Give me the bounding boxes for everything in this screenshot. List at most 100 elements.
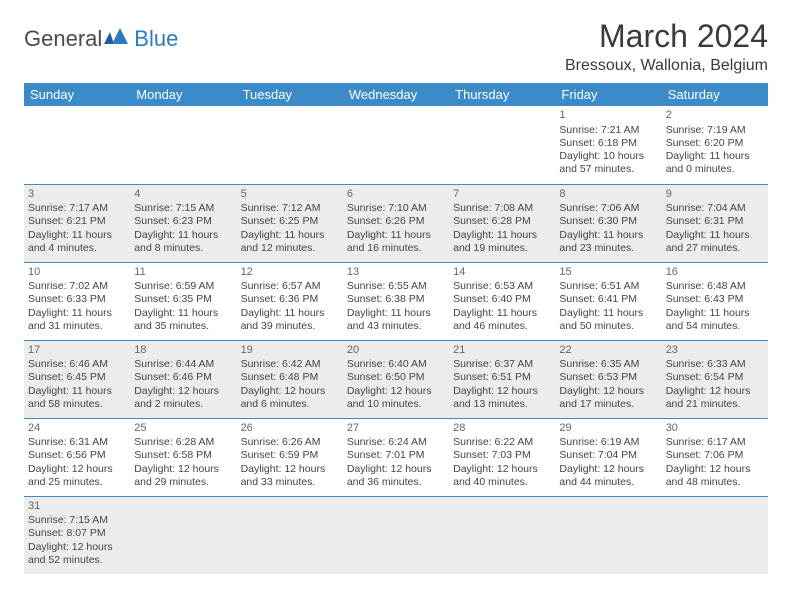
calendar-day-cell: 28Sunrise: 6:22 AMSunset: 7:03 PMDayligh… — [449, 418, 555, 496]
day-number: 15 — [559, 266, 657, 280]
sunrise-text: Sunrise: 7:08 AM — [453, 202, 551, 215]
calendar-day-cell: 10Sunrise: 7:02 AMSunset: 6:33 PMDayligh… — [24, 262, 130, 340]
sunrise-text: Sunrise: 6:59 AM — [134, 280, 232, 293]
day-text: Daylight: 11 hours and 4 minutes. — [28, 229, 126, 255]
calendar-empty-cell — [343, 106, 449, 184]
calendar-empty-cell — [130, 106, 236, 184]
day-number: 5 — [241, 188, 339, 202]
day-number: 13 — [347, 266, 445, 280]
day-text: Daylight: 11 hours and 27 minutes. — [666, 229, 764, 255]
sunrise-text: Sunrise: 7:17 AM — [28, 202, 126, 215]
calendar-day-cell: 13Sunrise: 6:55 AMSunset: 6:38 PMDayligh… — [343, 262, 449, 340]
sunset-text: Sunset: 6:48 PM — [241, 371, 339, 384]
calendar-day-cell: 22Sunrise: 6:35 AMSunset: 6:53 PMDayligh… — [555, 340, 661, 418]
calendar-week-row: 10Sunrise: 7:02 AMSunset: 6:33 PMDayligh… — [24, 262, 768, 340]
sunset-text: Sunset: 7:04 PM — [559, 449, 657, 462]
sunset-text: Sunset: 6:33 PM — [28, 293, 126, 306]
sunrise-text: Sunrise: 6:55 AM — [347, 280, 445, 293]
day-number: 11 — [134, 266, 232, 280]
sunset-text: Sunset: 6:46 PM — [134, 371, 232, 384]
calendar-empty-cell — [237, 106, 343, 184]
day-number: 25 — [134, 422, 232, 436]
calendar-week-row: 31Sunrise: 7:15 AMSunset: 8:07 PMDayligh… — [24, 496, 768, 574]
sunset-text: Sunset: 8:07 PM — [28, 527, 126, 540]
calendar-day-cell: 7Sunrise: 7:08 AMSunset: 6:28 PMDaylight… — [449, 184, 555, 262]
sunset-text: Sunset: 6:58 PM — [134, 449, 232, 462]
day-text: Daylight: 11 hours and 43 minutes. — [347, 307, 445, 333]
weekday-header: Tuesday — [237, 83, 343, 106]
calendar-empty-cell — [449, 106, 555, 184]
sunrise-text: Sunrise: 7:04 AM — [666, 202, 764, 215]
calendar-week-row: 24Sunrise: 6:31 AMSunset: 6:56 PMDayligh… — [24, 418, 768, 496]
sunrise-text: Sunrise: 6:31 AM — [28, 436, 126, 449]
calendar-day-cell: 24Sunrise: 6:31 AMSunset: 6:56 PMDayligh… — [24, 418, 130, 496]
day-number: 8 — [559, 188, 657, 202]
day-number: 3 — [28, 188, 126, 202]
day-text: Daylight: 11 hours and 58 minutes. — [28, 385, 126, 411]
day-text: Daylight: 11 hours and 31 minutes. — [28, 307, 126, 333]
calendar-day-cell: 29Sunrise: 6:19 AMSunset: 7:04 PMDayligh… — [555, 418, 661, 496]
calendar-table: SundayMondayTuesdayWednesdayThursdayFrid… — [24, 83, 768, 574]
sunset-text: Sunset: 6:56 PM — [28, 449, 126, 462]
calendar-day-cell: 15Sunrise: 6:51 AMSunset: 6:41 PMDayligh… — [555, 262, 661, 340]
calendar-day-cell: 14Sunrise: 6:53 AMSunset: 6:40 PMDayligh… — [449, 262, 555, 340]
calendar-day-cell: 25Sunrise: 6:28 AMSunset: 6:58 PMDayligh… — [130, 418, 236, 496]
sunrise-text: Sunrise: 7:10 AM — [347, 202, 445, 215]
weekday-header-row: SundayMondayTuesdayWednesdayThursdayFrid… — [24, 83, 768, 106]
sunset-text: Sunset: 6:51 PM — [453, 371, 551, 384]
day-number: 7 — [453, 188, 551, 202]
day-text: Daylight: 11 hours and 23 minutes. — [559, 229, 657, 255]
day-text: Daylight: 12 hours and 36 minutes. — [347, 463, 445, 489]
sunrise-text: Sunrise: 6:28 AM — [134, 436, 232, 449]
day-number: 10 — [28, 266, 126, 280]
day-number: 6 — [347, 188, 445, 202]
day-number: 30 — [666, 422, 764, 436]
day-number: 23 — [666, 344, 764, 358]
sunrise-text: Sunrise: 7:15 AM — [28, 514, 126, 527]
sunrise-text: Sunrise: 6:44 AM — [134, 358, 232, 371]
sunset-text: Sunset: 6:54 PM — [666, 371, 764, 384]
sunrise-text: Sunrise: 6:17 AM — [666, 436, 764, 449]
day-text: Daylight: 11 hours and 46 minutes. — [453, 307, 551, 333]
sunset-text: Sunset: 6:25 PM — [241, 215, 339, 228]
day-text: Daylight: 12 hours and 48 minutes. — [666, 463, 764, 489]
calendar-empty-cell — [237, 496, 343, 574]
sunrise-text: Sunrise: 7:12 AM — [241, 202, 339, 215]
sunset-text: Sunset: 7:03 PM — [453, 449, 551, 462]
day-number: 29 — [559, 422, 657, 436]
day-number: 4 — [134, 188, 232, 202]
calendar-day-cell: 2Sunrise: 7:19 AMSunset: 6:20 PMDaylight… — [662, 106, 768, 184]
sunset-text: Sunset: 6:43 PM — [666, 293, 764, 306]
sunset-text: Sunset: 6:30 PM — [559, 215, 657, 228]
sunrise-text: Sunrise: 7:21 AM — [559, 124, 657, 137]
day-number: 31 — [28, 500, 126, 514]
sunrise-text: Sunrise: 6:42 AM — [241, 358, 339, 371]
calendar-empty-cell — [130, 496, 236, 574]
sunrise-text: Sunrise: 6:53 AM — [453, 280, 551, 293]
calendar-day-cell: 19Sunrise: 6:42 AMSunset: 6:48 PMDayligh… — [237, 340, 343, 418]
weekday-header: Monday — [130, 83, 236, 106]
weekday-header: Saturday — [662, 83, 768, 106]
sunrise-text: Sunrise: 7:19 AM — [666, 124, 764, 137]
flag-icon — [104, 26, 130, 52]
day-text: Daylight: 11 hours and 16 minutes. — [347, 229, 445, 255]
calendar-week-row: 1Sunrise: 7:21 AMSunset: 6:18 PMDaylight… — [24, 106, 768, 184]
calendar-day-cell: 23Sunrise: 6:33 AMSunset: 6:54 PMDayligh… — [662, 340, 768, 418]
weekday-header: Friday — [555, 83, 661, 106]
day-number: 14 — [453, 266, 551, 280]
sunrise-text: Sunrise: 6:37 AM — [453, 358, 551, 371]
sunset-text: Sunset: 6:50 PM — [347, 371, 445, 384]
day-text: Daylight: 11 hours and 8 minutes. — [134, 229, 232, 255]
sunset-text: Sunset: 6:59 PM — [241, 449, 339, 462]
calendar-day-cell: 20Sunrise: 6:40 AMSunset: 6:50 PMDayligh… — [343, 340, 449, 418]
day-number: 26 — [241, 422, 339, 436]
sunset-text: Sunset: 6:26 PM — [347, 215, 445, 228]
location: Bressoux, Wallonia, Belgium — [565, 57, 768, 75]
day-text: Daylight: 11 hours and 12 minutes. — [241, 229, 339, 255]
calendar-day-cell: 4Sunrise: 7:15 AMSunset: 6:23 PMDaylight… — [130, 184, 236, 262]
sunset-text: Sunset: 7:06 PM — [666, 449, 764, 462]
sunset-text: Sunset: 6:45 PM — [28, 371, 126, 384]
weekday-header: Wednesday — [343, 83, 449, 106]
day-text: Daylight: 12 hours and 25 minutes. — [28, 463, 126, 489]
header: General Blue March 2024 Bressoux, Wallon… — [24, 18, 768, 75]
